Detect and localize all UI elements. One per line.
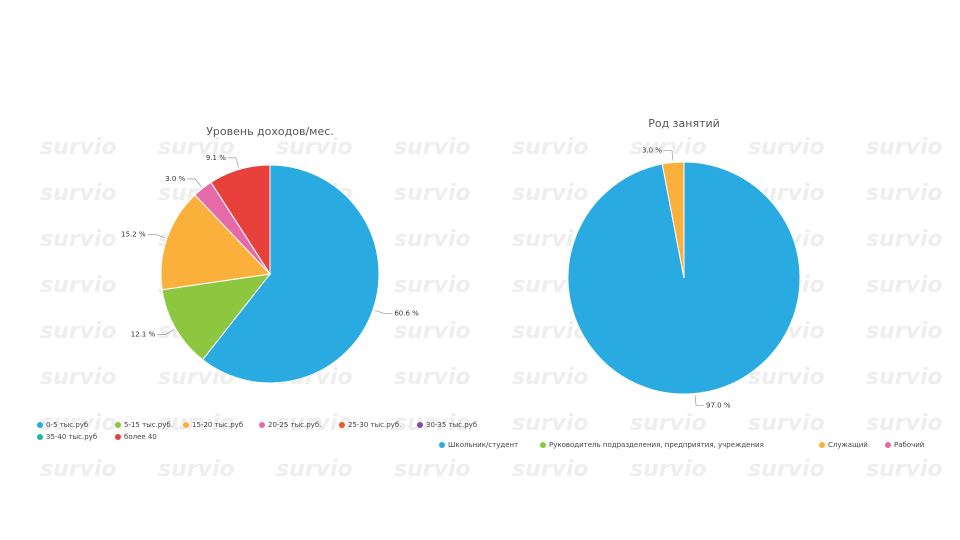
legend-marker: [259, 422, 265, 428]
watermark: survio: [394, 181, 471, 206]
watermark: survio: [866, 181, 943, 206]
pie-slice: [161, 273, 272, 361]
watermark: survio: [630, 135, 707, 160]
data-label: 12.1 %: [131, 331, 156, 339]
legend-marker: [540, 442, 546, 448]
legend-marker: [439, 442, 445, 448]
watermark: survio: [512, 411, 589, 436]
leader-line: [694, 395, 705, 406]
watermark: survio: [276, 135, 353, 160]
legend-marker: [115, 422, 121, 428]
watermark: survio: [512, 319, 589, 344]
watermark: survio: [158, 135, 235, 160]
data-label: 3.0 %: [165, 175, 185, 183]
watermark: survio: [40, 273, 117, 298]
watermark: survio: [394, 411, 471, 436]
data-label: 9.1 %: [206, 154, 226, 162]
legend-label: Служащий: [828, 441, 868, 449]
watermark: survio: [630, 411, 707, 436]
watermark: survio: [866, 135, 943, 160]
watermark: survio: [158, 411, 235, 436]
watermark: survio: [276, 457, 353, 482]
data-label: 3.0 %: [642, 147, 662, 155]
watermark: survio: [394, 457, 471, 482]
data-label: 60.6 %: [394, 310, 419, 318]
legend-marker: [37, 422, 43, 428]
watermark: survio: [748, 365, 825, 390]
legend-marker: [183, 422, 189, 428]
watermark: survio: [40, 181, 117, 206]
leader-line: [147, 234, 166, 239]
watermark: survio: [40, 227, 117, 252]
leader-line: [187, 178, 202, 187]
legend-label: Рабочий: [894, 441, 924, 449]
watermark: survio: [748, 457, 825, 482]
legend-label: 25-30 тыс.руб.: [348, 421, 401, 429]
watermark: survio: [394, 365, 471, 390]
watermark: survio: [394, 319, 471, 344]
leader-line: [157, 329, 175, 335]
watermark: survio: [40, 457, 117, 482]
leader-line: [227, 157, 240, 168]
watermark: survio: [748, 411, 825, 436]
pie-slice: [160, 194, 272, 291]
watermark: survio: [866, 227, 943, 252]
leader-line: [374, 309, 393, 314]
watermark: survio: [40, 319, 117, 344]
watermark: survio: [40, 365, 117, 390]
legend-label: Школьник/студент: [448, 441, 518, 449]
watermark: survio: [866, 411, 943, 436]
legend-label: 35-40 тыс.руб: [46, 433, 97, 441]
legend-marker: [115, 434, 121, 440]
legend-marker: [885, 442, 891, 448]
watermark: survio: [512, 135, 589, 160]
legend-label: более 40: [124, 433, 157, 441]
watermark: survio: [866, 365, 943, 390]
data-label: 15.2 %: [121, 230, 146, 238]
legend-label: 0-5 тыс.руб: [46, 421, 88, 429]
leader-line: [663, 150, 674, 161]
chart-title: Уровень доходов/мес.: [206, 125, 334, 138]
watermark: survio: [630, 457, 707, 482]
watermark: survio: [512, 181, 589, 206]
watermark: survio: [394, 273, 471, 298]
chart-title: Род занятий: [648, 117, 720, 130]
legend-marker: [37, 434, 43, 440]
watermark: survio: [158, 457, 235, 482]
watermark: survio: [866, 319, 943, 344]
watermark: survio: [394, 135, 471, 160]
legend-marker: [819, 442, 825, 448]
legend-label: 15-20 тыс.руб: [192, 421, 243, 429]
watermark: survio: [866, 273, 943, 298]
legend-marker: [417, 422, 423, 428]
data-label: 97.0 %: [706, 401, 731, 409]
watermark: survio: [40, 411, 117, 436]
watermark: survio: [866, 457, 943, 482]
watermark: survio: [394, 227, 471, 252]
legend-label: Руководитель подразделения, предприятия,…: [549, 441, 764, 449]
watermark: survio: [512, 457, 589, 482]
pie-slice: [210, 164, 271, 276]
watermark: survio: [748, 135, 825, 160]
pie-slice: [201, 164, 380, 384]
legend-label: 5-15 тыс.руб.: [124, 421, 173, 429]
watermark: survio: [512, 365, 589, 390]
legend-label: 30-35 тыс.руб: [426, 421, 477, 429]
watermark: survio: [40, 135, 117, 160]
legend-marker: [339, 422, 345, 428]
legend-label: 20-25 тыс.руб.: [268, 421, 321, 429]
